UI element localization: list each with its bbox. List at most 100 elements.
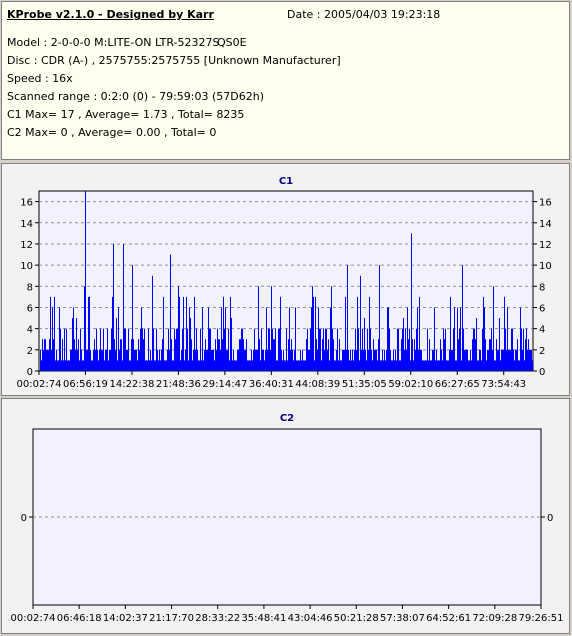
bar <box>273 339 274 371</box>
bar <box>409 328 410 371</box>
bar <box>468 360 469 371</box>
bar <box>522 349 523 371</box>
bar <box>504 296 505 371</box>
bar <box>287 360 288 371</box>
bar <box>43 349 44 371</box>
y-tick-label: 8 <box>539 282 545 293</box>
bar <box>83 360 84 371</box>
bar <box>277 360 278 371</box>
bar <box>300 349 301 371</box>
bar <box>483 296 484 371</box>
bar <box>262 349 263 371</box>
bar <box>364 318 365 371</box>
bar <box>464 349 465 371</box>
bar <box>330 307 331 371</box>
bar <box>488 349 489 371</box>
bar <box>490 339 491 371</box>
bar <box>164 360 165 371</box>
bar <box>349 360 350 371</box>
bar <box>78 339 79 371</box>
bar <box>433 349 434 371</box>
bar <box>44 339 45 371</box>
bar <box>306 339 307 371</box>
bar <box>281 349 282 371</box>
bar <box>481 360 482 371</box>
bar <box>196 328 197 371</box>
y-tick-label: 6 <box>27 303 33 314</box>
bar <box>125 328 126 371</box>
y-tick-label: 4 <box>539 325 545 336</box>
bar <box>237 349 238 371</box>
bar <box>274 339 275 371</box>
bar <box>304 360 305 371</box>
bar <box>391 360 392 371</box>
bar <box>531 349 532 371</box>
bar <box>529 349 530 371</box>
bar <box>269 328 270 371</box>
bar <box>116 318 117 371</box>
bar <box>58 360 59 371</box>
bar <box>177 328 178 371</box>
bar <box>436 349 437 371</box>
bar <box>440 339 441 371</box>
info-panel: KProbe v2.1.0 - Designed by Karr Date : … <box>1 1 570 160</box>
y-tick-label: 4 <box>27 325 33 336</box>
bar <box>291 339 292 371</box>
bar <box>72 318 73 371</box>
bar <box>366 360 367 371</box>
bar <box>312 286 313 371</box>
bar <box>100 328 101 371</box>
bar <box>49 339 50 371</box>
bar <box>193 349 194 371</box>
bar <box>148 328 149 371</box>
bar <box>51 349 52 371</box>
bar <box>498 349 499 371</box>
bar <box>455 360 456 371</box>
x-tick-label: 00:02:74 <box>17 379 62 390</box>
bar <box>107 328 108 371</box>
bar <box>60 328 61 371</box>
bar <box>139 349 140 371</box>
bar <box>339 339 340 371</box>
bar <box>434 307 435 371</box>
bar <box>499 318 500 371</box>
bar <box>77 349 78 371</box>
drive-model: Model : 2-0-0-0 M:LITE-ON LTR-52327S <box>7 36 220 49</box>
bar <box>512 328 513 371</box>
bar <box>514 360 515 371</box>
x-tick-label: 06:46:18 <box>57 613 102 624</box>
bar <box>271 286 272 371</box>
bar <box>224 328 225 371</box>
x-tick-label: 50:21:28 <box>334 613 379 624</box>
bar <box>198 360 199 371</box>
bar <box>119 349 120 371</box>
bar <box>360 275 361 371</box>
bar <box>406 349 407 371</box>
bar <box>167 349 168 371</box>
bar <box>203 360 204 371</box>
bar <box>382 349 383 371</box>
bar <box>250 360 251 371</box>
bar <box>122 360 123 371</box>
bar <box>384 349 385 371</box>
bar <box>407 307 408 371</box>
bar <box>317 349 318 371</box>
bar <box>470 349 471 371</box>
bar <box>53 339 54 371</box>
bar <box>205 339 206 371</box>
bar <box>289 307 290 371</box>
x-tick-label: 00:02:74 <box>11 613 56 624</box>
bar <box>400 360 401 371</box>
bar <box>130 360 131 371</box>
bar <box>295 307 296 371</box>
bar <box>41 360 42 371</box>
bar <box>318 307 319 371</box>
bar <box>98 360 99 371</box>
bar <box>314 360 315 371</box>
bar <box>471 360 472 371</box>
bar <box>214 360 215 371</box>
bar <box>150 349 151 371</box>
bar <box>89 296 90 371</box>
bar <box>46 349 47 371</box>
bar <box>388 307 389 371</box>
